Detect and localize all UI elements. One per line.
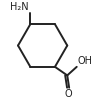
Text: H₂N: H₂N bbox=[10, 2, 28, 12]
Text: OH: OH bbox=[77, 56, 92, 66]
Text: O: O bbox=[64, 89, 72, 99]
